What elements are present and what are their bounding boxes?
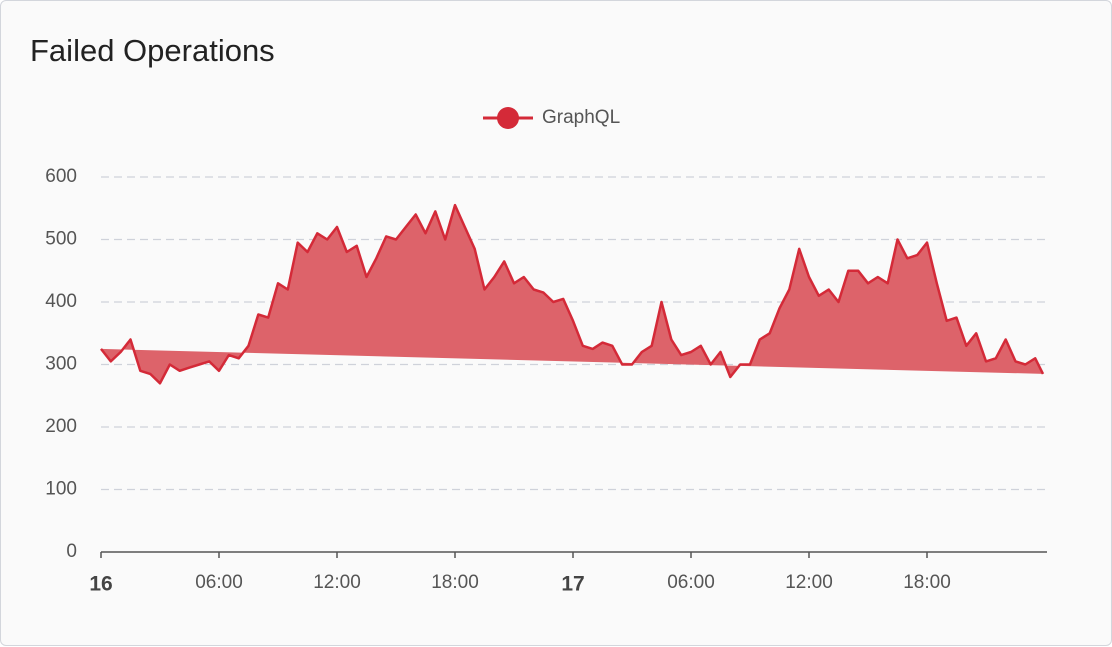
legend-marker — [497, 107, 519, 129]
legend-label: GraphQL — [542, 107, 620, 128]
x-tick-label: 06:00 — [195, 572, 243, 593]
area — [101, 205, 1043, 384]
x-tick-label: 12:00 — [785, 572, 833, 593]
x-tick-label: 17 — [561, 573, 584, 596]
line — [100, 203, 1045, 385]
x-tick-label: 18:00 — [431, 572, 479, 593]
x-tick-label: 12:00 — [313, 572, 361, 593]
y-tick-label: 0 — [66, 541, 77, 562]
y-tick-label: 200 — [45, 416, 77, 437]
x-tick-label: 18:00 — [903, 572, 951, 593]
y-tick-label: 300 — [45, 354, 77, 375]
x-tick-label: 16 — [89, 573, 112, 596]
y-tick-label: 100 — [45, 479, 77, 500]
y-tick-label: 500 — [45, 229, 77, 250]
y-tick-label: 600 — [45, 166, 77, 187]
chart-title: Failed Operations — [30, 33, 275, 68]
y-tick-label: 400 — [45, 291, 77, 312]
x-tick-label: 06:00 — [667, 572, 715, 593]
